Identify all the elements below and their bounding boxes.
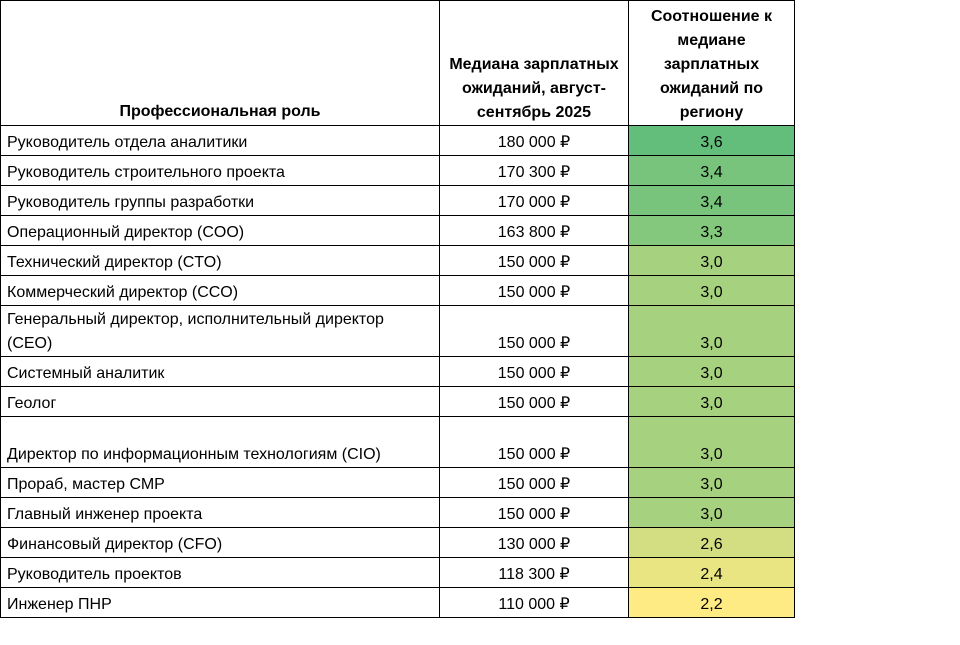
table-row: Руководитель группы разработки 170 000 ₽3… (0, 185, 795, 216)
column-header-salary: Медиана зарплатных ожиданий, август-сент… (439, 0, 629, 126)
table-row: Директор по информационным технологиям (… (0, 416, 795, 468)
salary-cell: 150 000 ₽ (439, 416, 629, 468)
table-row: Технический директор (CTO) 150 000 ₽3,0 (0, 245, 795, 276)
ratio-cell: 2,6 (628, 527, 795, 558)
table-row: Главный инженер проекта 150 000 ₽3,0 (0, 497, 795, 528)
role-cell: Инженер ПНР (0, 587, 440, 618)
role-cell: Операционный директор (COO) (0, 215, 440, 246)
role-cell: Руководитель проектов (0, 557, 440, 588)
role-cell: Системный аналитик (0, 356, 440, 387)
table-row: Инженер ПНР 110 000 ₽2,2 (0, 587, 795, 618)
ratio-cell: 2,2 (628, 587, 795, 618)
salary-cell: 150 000 ₽ (439, 497, 629, 528)
role-cell: Генеральный директор, исполнительный дир… (0, 305, 440, 357)
table-row: Генеральный директор, исполнительный дир… (0, 305, 795, 357)
table-row: Коммерческий директор (CCO) 150 000 ₽3,0 (0, 275, 795, 306)
ratio-cell: 3,0 (628, 305, 795, 357)
salary-table: Профессиональная роль Медиана зарплатных… (0, 0, 795, 618)
role-cell: Руководитель группы разработки (0, 185, 440, 216)
salary-cell: 150 000 ₽ (439, 356, 629, 387)
salary-cell: 150 000 ₽ (439, 275, 629, 306)
salary-cell: 118 300 ₽ (439, 557, 629, 588)
table-row: Руководитель проектов 118 300 ₽2,4 (0, 557, 795, 588)
salary-cell: 150 000 ₽ (439, 467, 629, 498)
table-row: Операционный директор (COO) 163 800 ₽3,3 (0, 215, 795, 246)
ratio-cell: 3,6 (628, 125, 795, 156)
ratio-cell: 3,0 (628, 497, 795, 528)
salary-cell: 163 800 ₽ (439, 215, 629, 246)
ratio-cell: 3,0 (628, 275, 795, 306)
ratio-cell: 3,0 (628, 467, 795, 498)
ratio-cell: 3,3 (628, 215, 795, 246)
ratio-cell: 3,0 (628, 356, 795, 387)
salary-cell: 170 000 ₽ (439, 185, 629, 216)
role-cell: Финансовый директор (CFO) (0, 527, 440, 558)
ratio-cell: 3,4 (628, 185, 795, 216)
header-row: Профессиональная роль Медиана зарплатных… (0, 0, 795, 126)
role-cell: Коммерческий директор (CCO) (0, 275, 440, 306)
salary-cell: 150 000 ₽ (439, 386, 629, 417)
ratio-cell: 3,0 (628, 386, 795, 417)
role-cell: Главный инженер проекта (0, 497, 440, 528)
role-cell: Руководитель отдела аналитики (0, 125, 440, 156)
table-row: Геолог 150 000 ₽3,0 (0, 386, 795, 417)
role-cell: Директор по информационным технологиям (… (0, 416, 440, 468)
ratio-cell: 3,4 (628, 155, 795, 186)
role-cell: Технический директор (CTO) (0, 245, 440, 276)
salary-cell: 170 300 ₽ (439, 155, 629, 186)
table-row: Финансовый директор (CFO) 130 000 ₽2,6 (0, 527, 795, 558)
role-cell: Геолог (0, 386, 440, 417)
ratio-cell: 2,4 (628, 557, 795, 588)
salary-cell: 130 000 ₽ (439, 527, 629, 558)
role-cell: Руководитель строительного проекта (0, 155, 440, 186)
column-header-ratio: Соотношение к медиане зарплатных ожидани… (628, 0, 795, 126)
column-header-role: Профессиональная роль (0, 0, 440, 126)
table-row: Руководитель отдела аналитики 180 000 ₽3,… (0, 125, 795, 156)
salary-cell: 150 000 ₽ (439, 305, 629, 357)
ratio-cell: 3,0 (628, 416, 795, 468)
salary-cell: 110 000 ₽ (439, 587, 629, 618)
salary-cell: 150 000 ₽ (439, 245, 629, 276)
table-row: Руководитель строительного проекта 170 30… (0, 155, 795, 186)
salary-cell: 180 000 ₽ (439, 125, 629, 156)
ratio-cell: 3,0 (628, 245, 795, 276)
role-cell: Прораб, мастер СМР (0, 467, 440, 498)
table-row: Системный аналитик 150 000 ₽3,0 (0, 356, 795, 387)
table-row: Прораб, мастер СМР 150 000 ₽3,0 (0, 467, 795, 498)
